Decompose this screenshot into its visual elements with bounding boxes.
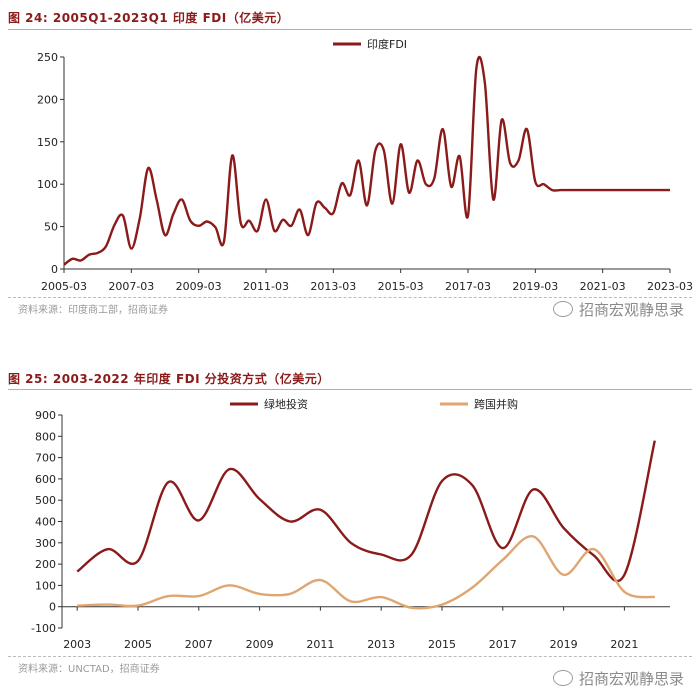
y-tick-label: 250 — [37, 51, 58, 64]
figure-24-top-rule — [8, 29, 692, 30]
x-tick-label: 2011-03 — [243, 280, 289, 293]
x-tick-label: 2015-03 — [378, 280, 424, 293]
fdi-quarterly-chart: 0 50 100 150 200 250 2005-03 2007-03 2009-03 2011… — [37, 37, 693, 293]
figure-24-source: 资料来源：印度商工部，招商证券 — [18, 305, 168, 316]
y-tick-label: 100 — [35, 579, 56, 592]
x-tick-label: 2009 — [246, 638, 274, 651]
x-tick-label: 2021-03 — [580, 280, 626, 293]
figure-25-top-rule — [8, 389, 692, 390]
legend-label: 绿地投资 — [264, 397, 308, 411]
watermark-2: 招商宏观静思录 — [552, 668, 684, 689]
y-tick-label: 0 — [51, 263, 58, 276]
y-tick-label: 100 — [37, 178, 58, 191]
watermark-1: 招商宏观静思录 — [552, 299, 684, 320]
legend-label: 印度FDI — [367, 37, 407, 51]
wechat-logo-icon — [552, 670, 573, 686]
x-tick-label: 2023-03 — [647, 280, 693, 293]
x-tick-label: 2019-03 — [512, 280, 558, 293]
y-tick-label: 0 — [49, 601, 56, 614]
x-tick-label: 2015 — [428, 638, 456, 651]
legend-label: 跨国并购 — [474, 397, 518, 411]
y-tick-label: 600 — [35, 473, 56, 486]
series-line-跨国并购 — [77, 535, 656, 610]
figure-25-title: 图 25: 2003-2022 年印度 FDI 分投资方式（亿美元） — [8, 372, 330, 386]
y-tick-label: -100 — [31, 622, 56, 635]
figure-24-bottom-rule — [8, 297, 692, 298]
figure-25-source: 资料来源：UNCTAD，招商证券 — [18, 664, 160, 675]
x-tick-label: 2021 — [610, 638, 638, 651]
y-tick-label: 800 — [35, 430, 56, 443]
figure-25-bottom-rule — [8, 656, 692, 657]
x-tick-label: 2007 — [185, 638, 213, 651]
y-tick-label: 200 — [35, 558, 56, 571]
figure-24-title: 图 24: 2005Q1-2023Q1 印度 FDI（亿美元） — [8, 11, 290, 25]
x-tick-label: 2013 — [367, 638, 395, 651]
y-tick-label: 700 — [35, 452, 56, 465]
y-tick-label: 200 — [37, 93, 58, 106]
wechat-logo-icon — [552, 301, 573, 317]
x-tick-label: 2009-03 — [176, 280, 222, 293]
watermark-text: 招商宏观静思录 — [578, 670, 684, 688]
y-tick-label: 150 — [37, 136, 58, 149]
x-tick-label: 2003 — [63, 638, 91, 651]
y-tick-label: 300 — [35, 537, 56, 550]
y-tick-label: 900 — [35, 409, 56, 422]
y-tick-label: 500 — [35, 494, 56, 507]
y-tick-label: 400 — [35, 516, 56, 529]
x-tick-label: 2013-03 — [310, 280, 356, 293]
y-tick-label: 50 — [44, 221, 58, 234]
fdi-by-mode-chart: -100 0 100 200 300 400 500 600 700 800 900 2003 2005… — [31, 397, 670, 651]
x-tick-label: 2011 — [306, 638, 334, 651]
series-line-印度FDI — [63, 55, 670, 266]
series-line-绿地投资 — [76, 440, 656, 583]
x-tick-label: 2017 — [489, 638, 517, 651]
x-tick-label: 2017-03 — [445, 280, 491, 293]
watermark-text: 招商宏观静思录 — [578, 301, 684, 319]
x-tick-label: 2005 — [124, 638, 152, 651]
x-tick-label: 2005-03 — [41, 280, 87, 293]
x-tick-label: 2007-03 — [108, 280, 154, 293]
x-tick-label: 2019 — [550, 638, 578, 651]
